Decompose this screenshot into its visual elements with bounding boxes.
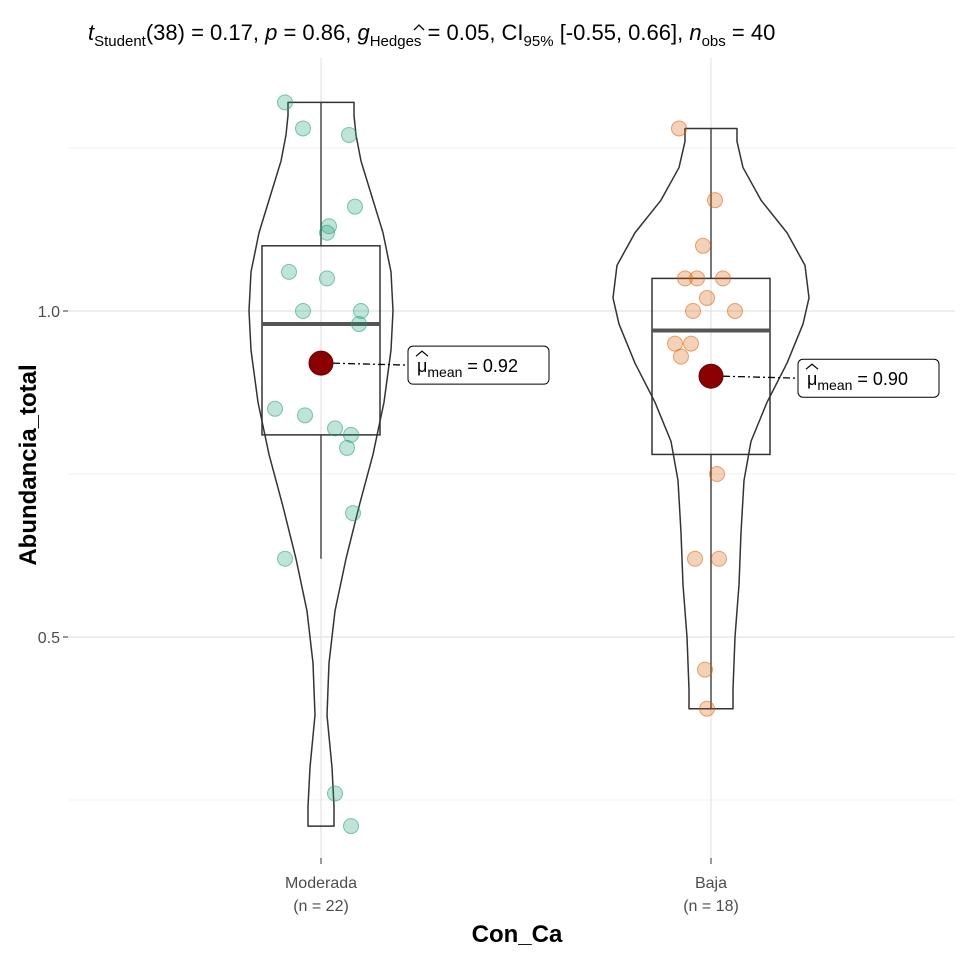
data-point — [667, 335, 683, 352]
y-tick-label: 0.5 — [38, 630, 60, 647]
x-axis: Moderada (n = 22) Baja (n = 18) — [285, 858, 739, 915]
data-point — [327, 785, 343, 802]
data-point — [677, 270, 693, 287]
y-axis-title: Abundancia_total — [15, 364, 42, 565]
data-point — [277, 550, 293, 567]
data-point — [353, 303, 369, 319]
data-point — [685, 303, 701, 319]
x-tick-label: Moderada — [285, 875, 357, 892]
x-axis-title: Con_Ca — [472, 921, 563, 948]
data-point — [671, 120, 687, 137]
mean-connector — [332, 362, 410, 366]
box — [651, 277, 771, 456]
x-tick-count-label: (n = 18) — [683, 898, 739, 915]
mean-label: μmean = 0.92 — [417, 356, 518, 380]
grid-lines — [68, 58, 955, 858]
title-hat-mark — [413, 24, 425, 31]
data-point — [673, 348, 689, 365]
data-point — [295, 303, 311, 319]
data-point — [345, 505, 361, 522]
violin-outline — [248, 101, 394, 827]
data-point — [351, 316, 367, 333]
data-point — [281, 263, 297, 280]
data-point — [683, 335, 699, 352]
data-point — [319, 270, 335, 287]
mean-hat-mark — [415, 350, 429, 357]
data-point — [267, 400, 283, 417]
data-point — [727, 303, 743, 319]
mean-point — [308, 350, 334, 376]
data-point — [695, 237, 711, 254]
data-point — [319, 224, 335, 241]
data-point — [699, 700, 715, 717]
plot-area: μmean = 0.92 μmean = 0.90 — [248, 94, 940, 835]
data-point — [343, 818, 359, 835]
x-tick-label: Baja — [695, 875, 727, 892]
chart-title: tStudent(38) = 0.17, p = 0.86, gHedges =… — [88, 20, 775, 50]
data-point — [697, 661, 713, 678]
data-point — [707, 192, 723, 209]
data-point — [347, 198, 363, 215]
mean-label-box — [797, 358, 940, 398]
data-point — [343, 426, 359, 443]
data-point — [711, 550, 727, 567]
data-point — [699, 289, 715, 306]
data-point — [715, 270, 731, 287]
data-point — [277, 94, 293, 111]
data-point — [341, 126, 357, 143]
data-point — [321, 218, 337, 235]
mean-label-box — [407, 345, 550, 385]
mean-label: μmean = 0.90 — [807, 369, 908, 393]
data-point — [689, 270, 705, 287]
y-axis: 0.5 1.0 — [38, 304, 68, 647]
mean-point — [698, 363, 724, 389]
data-point — [687, 550, 703, 567]
data-point — [709, 466, 725, 482]
x-tick-count-label: (n = 22) — [293, 898, 349, 915]
data-point — [339, 439, 355, 456]
y-tick-label: 1.0 — [38, 304, 60, 321]
data-point — [297, 407, 313, 424]
mean-connector — [722, 375, 800, 379]
mean-hat-mark — [805, 363, 819, 370]
data-point — [327, 420, 343, 437]
box — [261, 245, 381, 436]
data-point — [295, 120, 311, 137]
